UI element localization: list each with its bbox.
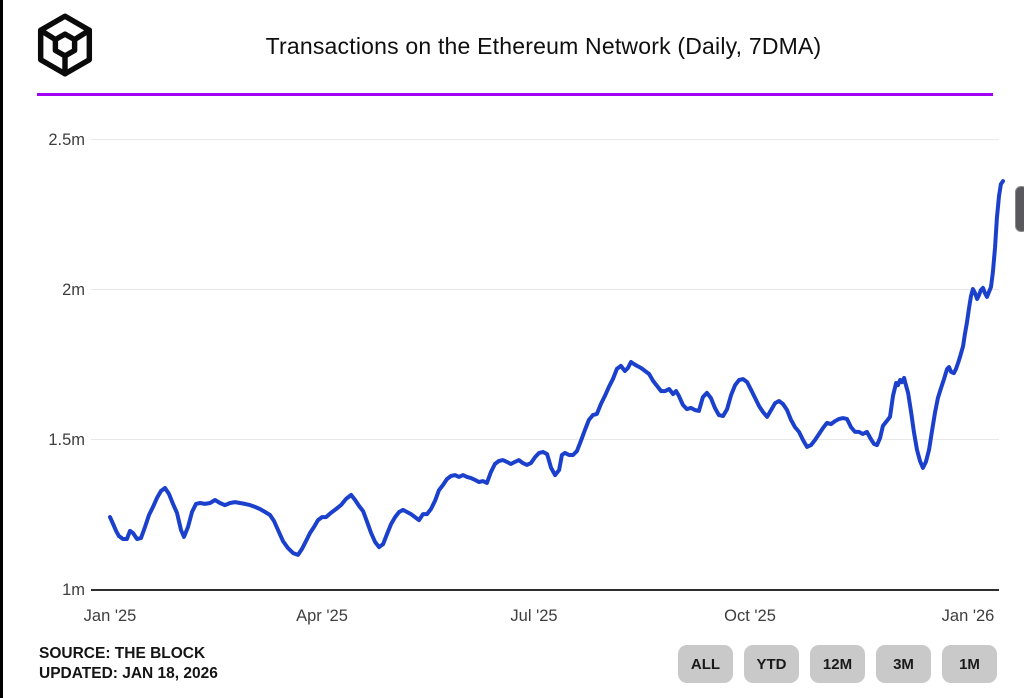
brand-divider bbox=[37, 93, 993, 96]
y-tick-1-5m: 1.5m bbox=[48, 431, 85, 449]
data-line bbox=[108, 179, 1005, 557]
range-button-all[interactable]: ALL bbox=[678, 645, 733, 683]
range-button-12m[interactable]: 12M bbox=[810, 645, 865, 683]
gridline-2m bbox=[91, 289, 999, 290]
chart-title: Transactions on the Ethereum Network (Da… bbox=[265, 33, 822, 59]
range-button-3m[interactable]: 3M bbox=[876, 645, 931, 683]
gridline-2-5m bbox=[91, 139, 999, 140]
gridline-1-5m bbox=[91, 439, 999, 440]
updated-line: UPDATED: JAN 18, 2026 bbox=[39, 665, 218, 682]
vertical-scrollbar-thumb[interactable] bbox=[1015, 186, 1024, 232]
y-tick-2-5m: 2.5m bbox=[48, 131, 85, 149]
range-selector: ALL YTD 12M 3M 1M bbox=[678, 645, 997, 683]
y-tick-2m: 2m bbox=[62, 281, 85, 299]
x-tick-apr-25: Apr '25 bbox=[296, 607, 348, 625]
source-attribution: SOURCE: THE BLOCK UPDATED: JAN 18, 2026 bbox=[39, 644, 218, 684]
x-tick-jul-25: Jul '25 bbox=[510, 607, 558, 625]
x-tick-oct-25: Oct '25 bbox=[724, 607, 776, 625]
plot-area[interactable] bbox=[3, 0, 1024, 698]
x-tick-jan-25: Jan '25 bbox=[83, 607, 137, 625]
the-block-cube-logo-icon bbox=[37, 13, 93, 77]
range-button-ytd[interactable]: YTD bbox=[744, 645, 799, 683]
x-tick-jan-26: Jan '26 bbox=[941, 607, 995, 625]
y-tick-1m: 1m bbox=[62, 581, 85, 599]
x-axis-line bbox=[91, 589, 999, 591]
range-button-1m[interactable]: 1M bbox=[942, 645, 997, 683]
source-line: SOURCE: THE BLOCK bbox=[39, 645, 206, 662]
